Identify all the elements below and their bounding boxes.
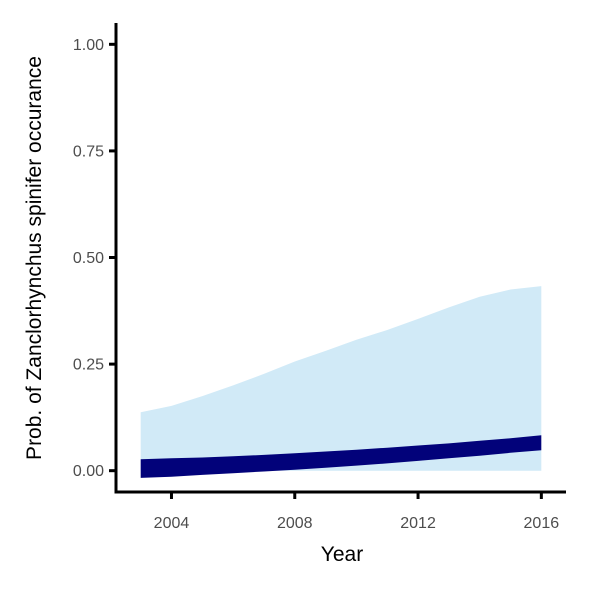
y-tick-label: 0.00	[73, 463, 104, 480]
ticks: 0.00 0.25 0.50 0.75 1.00 2004 2008 2012 2016	[73, 37, 559, 532]
outer-confidence-band	[140, 286, 542, 471]
x-axis-title: Year	[321, 543, 363, 566]
x-tick-label: 2016	[524, 515, 560, 532]
x-tick-label: 2008	[277, 515, 313, 532]
y-tick-label: 0.50	[73, 250, 104, 267]
y-tick-label: 0.25	[73, 357, 104, 374]
inner-confidence-band	[140, 435, 542, 478]
y-axis-title: Prob. of Zanclorhynchus spinifer occuran…	[23, 56, 46, 460]
x-tick-label: 2004	[154, 515, 190, 532]
x-tick-label: 2012	[400, 515, 436, 532]
ribbons	[140, 286, 542, 478]
y-tick-label: 1.00	[73, 37, 104, 54]
y-tick-label: 0.75	[73, 143, 104, 160]
